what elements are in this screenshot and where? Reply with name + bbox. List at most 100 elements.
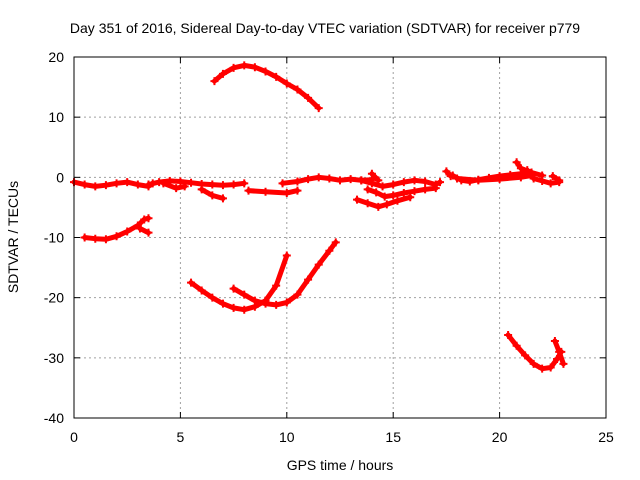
data-point — [512, 341, 521, 350]
data-point — [336, 176, 344, 185]
data-point — [393, 196, 402, 205]
data-point — [80, 180, 89, 189]
x-axis-label: GPS time / hours — [287, 457, 394, 473]
data-point — [176, 177, 185, 186]
data-point — [144, 214, 153, 223]
data-point — [208, 191, 217, 200]
data-point — [538, 176, 547, 185]
y-tick-label: 0 — [56, 169, 64, 185]
data-point — [380, 192, 389, 201]
data-point — [304, 175, 313, 184]
series-arc-1 — [70, 178, 157, 191]
data-point — [187, 178, 196, 187]
data-point — [538, 364, 547, 373]
data-point — [389, 191, 398, 200]
data-point — [91, 234, 100, 243]
data-point — [197, 185, 206, 194]
data-point — [240, 61, 249, 70]
data-point — [555, 176, 564, 185]
data-point — [218, 181, 227, 190]
series-arc-17 — [80, 214, 153, 244]
data-point — [559, 359, 568, 368]
x-tick-label: 10 — [279, 429, 295, 445]
data-point — [421, 177, 430, 186]
data-point — [229, 303, 238, 312]
data-point — [293, 85, 302, 94]
data-point — [410, 176, 419, 185]
data-point — [218, 69, 227, 78]
series-arc-15 — [523, 166, 564, 188]
data-point — [304, 275, 313, 284]
data-point — [101, 235, 110, 244]
series-arc-23 — [550, 336, 568, 368]
data-point — [353, 195, 362, 204]
series-arc-4 — [197, 185, 227, 203]
data-point — [504, 330, 513, 339]
y-tick-label: -20 — [44, 290, 64, 306]
data-point — [495, 175, 504, 184]
data-point — [240, 305, 249, 314]
y-tick-label: -30 — [44, 350, 64, 366]
x-tick-label: 0 — [70, 429, 78, 445]
data-point — [229, 180, 238, 189]
data-point — [282, 79, 291, 88]
data-point — [399, 178, 408, 187]
series-trace — [505, 332, 564, 372]
data-point — [293, 177, 302, 186]
data-point — [516, 173, 525, 182]
y-tick-label: -40 — [44, 410, 64, 426]
data-point — [378, 182, 387, 191]
data-point — [282, 251, 291, 260]
data-point — [372, 188, 381, 197]
series-arc-5 — [244, 186, 302, 197]
data-point — [144, 228, 153, 237]
data-point — [240, 290, 249, 299]
data-point — [208, 180, 217, 189]
data-point — [436, 178, 445, 187]
data-point — [218, 299, 227, 308]
data-point — [399, 188, 408, 197]
series-arc-3 — [159, 179, 189, 193]
series-trace — [246, 188, 300, 196]
data-point — [474, 176, 483, 185]
x-tick-label: 25 — [598, 429, 614, 445]
data-point — [208, 293, 217, 302]
data-point — [442, 167, 451, 176]
data-point — [346, 175, 355, 184]
data-point — [382, 200, 391, 209]
data-point — [144, 180, 153, 189]
data-point — [453, 174, 462, 183]
data-point — [325, 246, 334, 255]
data-point — [180, 182, 189, 191]
data-point — [367, 169, 376, 178]
data-point — [389, 180, 398, 189]
data-point — [135, 224, 144, 233]
series-arc-8 — [363, 184, 440, 201]
series-arc-16 — [548, 172, 564, 185]
data-point — [282, 298, 291, 307]
series-arc-9 — [353, 193, 415, 211]
data-point — [218, 194, 227, 203]
data-point — [123, 227, 132, 236]
data-point — [521, 351, 530, 360]
data-point — [133, 180, 142, 189]
data-point — [529, 174, 538, 183]
data-point — [546, 363, 555, 372]
data-point — [250, 63, 259, 72]
data-point — [272, 300, 281, 309]
series-arc-19 — [210, 61, 323, 113]
data-point — [410, 187, 419, 196]
data-point — [314, 104, 323, 113]
y-tick-label: -10 — [44, 230, 64, 246]
series-trace — [231, 239, 339, 308]
data-point — [363, 199, 372, 208]
data-point — [555, 347, 564, 356]
y-axis-label: SDTVAR / TECUs — [5, 181, 21, 293]
data-point — [80, 233, 89, 242]
data-point — [325, 174, 334, 183]
data-point — [172, 184, 181, 193]
data-point — [112, 179, 121, 188]
x-tick-label: 15 — [385, 429, 401, 445]
data-point — [282, 188, 291, 197]
